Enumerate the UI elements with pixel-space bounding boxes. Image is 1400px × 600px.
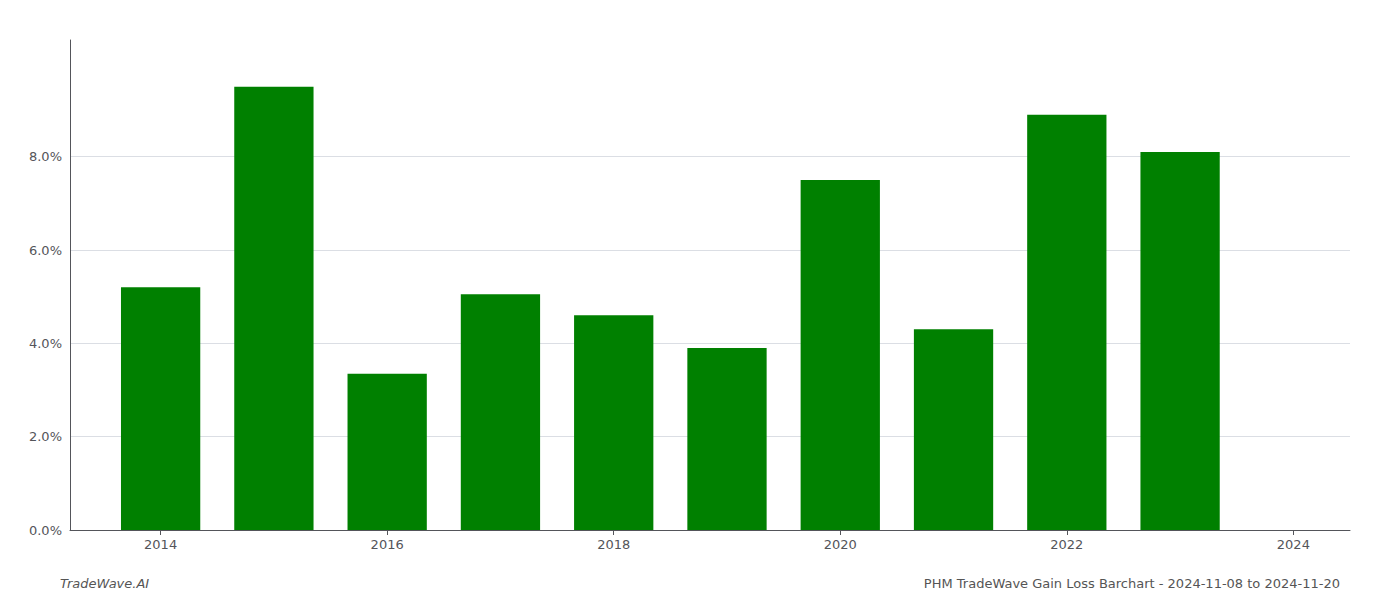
svg-text:2020: 2020 — [824, 537, 857, 552]
svg-text:0.0%: 0.0% — [29, 523, 62, 538]
svg-text:2014: 2014 — [144, 537, 177, 552]
svg-text:2022: 2022 — [1050, 537, 1083, 552]
svg-text:2018: 2018 — [597, 537, 630, 552]
svg-text:2.0%: 2.0% — [29, 429, 62, 444]
svg-text:6.0%: 6.0% — [29, 243, 62, 258]
svg-text:4.0%: 4.0% — [29, 336, 62, 351]
svg-text:8.0%: 8.0% — [29, 149, 62, 164]
svg-text:PHM TradeWave Gain Loss Barcha: PHM TradeWave Gain Loss Barchart - 2024-… — [924, 576, 1340, 591]
svg-text:TradeWave.AI: TradeWave.AI — [60, 576, 149, 591]
svg-text:2016: 2016 — [371, 537, 404, 552]
svg-text:2024: 2024 — [1277, 537, 1310, 552]
